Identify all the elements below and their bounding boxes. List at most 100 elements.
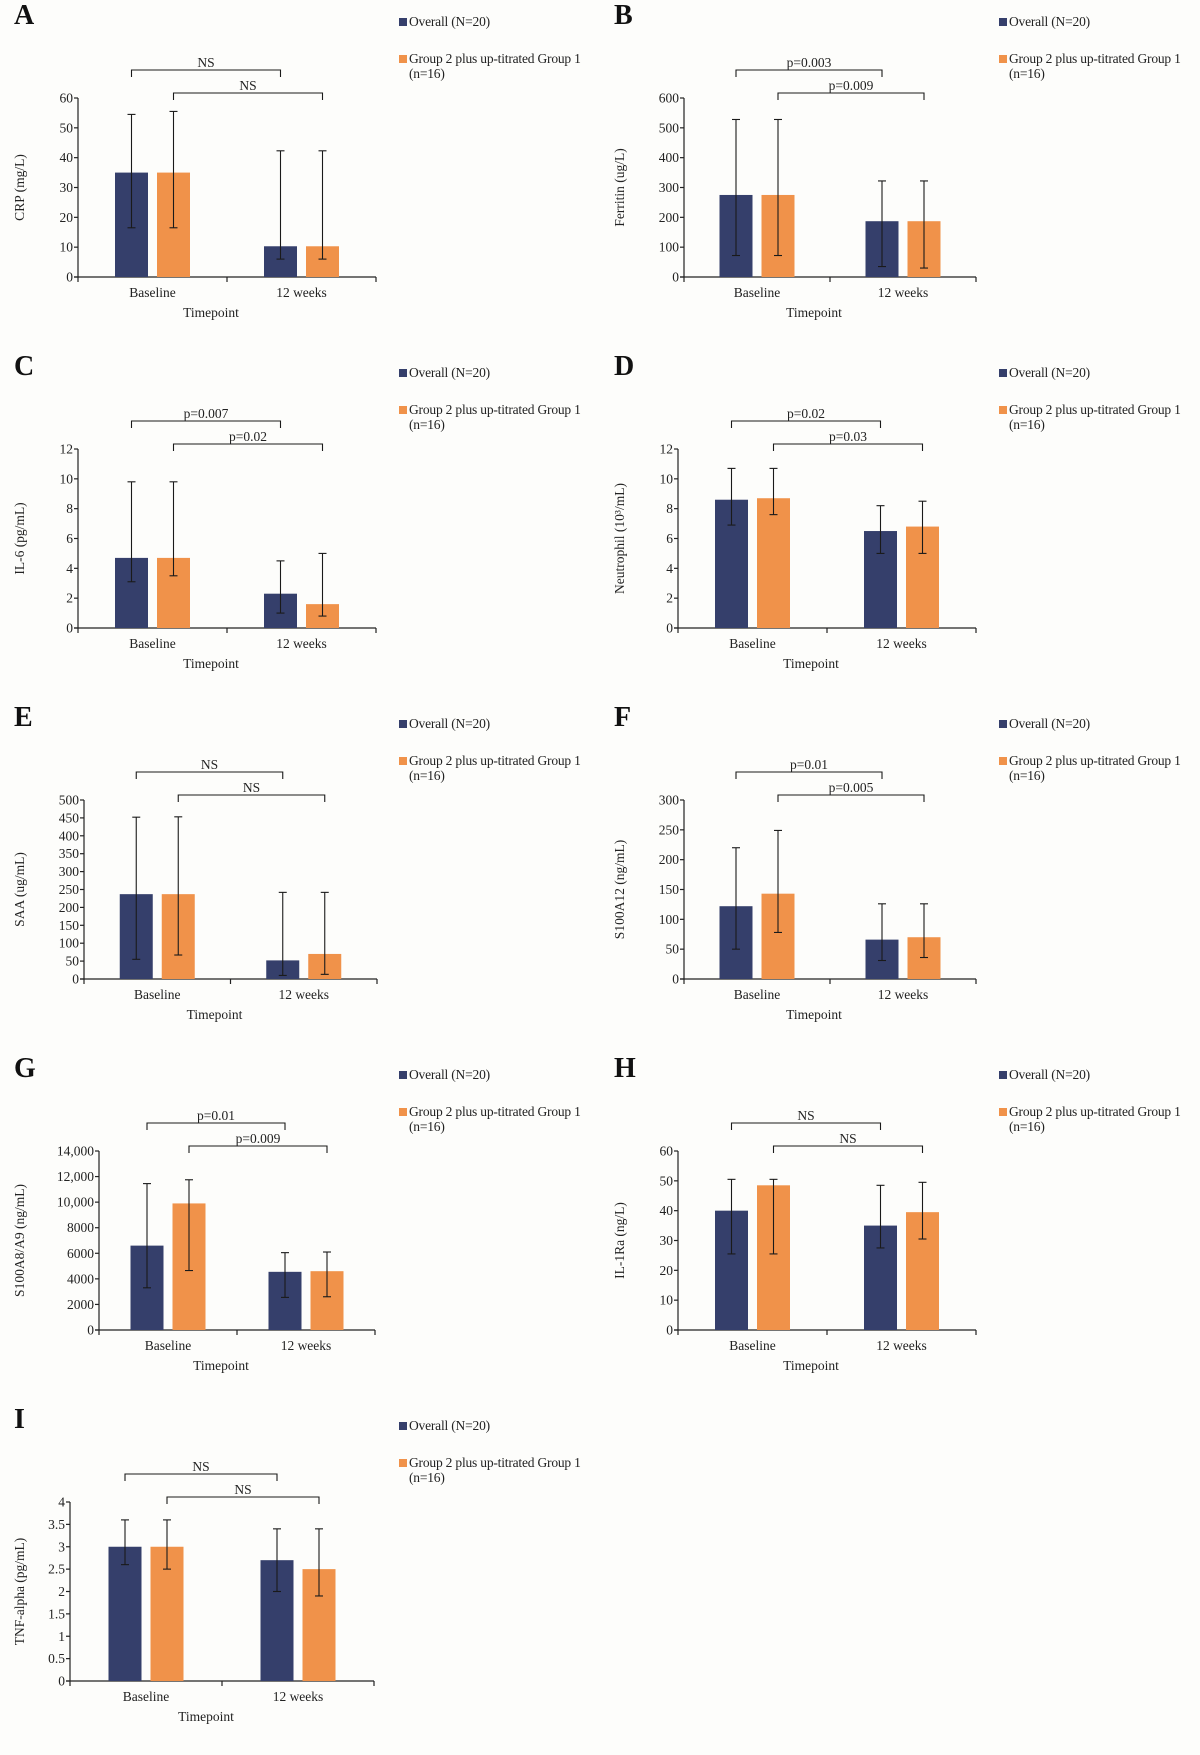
error-bar [918, 500, 927, 554]
significance-bracket: p=0.009 [777, 78, 925, 100]
y-tick-label: 50 [66, 954, 80, 969]
significance-label: p=0.009 [829, 78, 874, 93]
bar-chart-e: 0 50 100 150 200 250 300 350 400 450 500 SAA (ug/mL… [12, 757, 378, 1022]
x-tick-label: Baseline [734, 285, 781, 300]
error-bar [920, 903, 928, 959]
y-tick-label: 8 [666, 501, 673, 516]
y-tick-label: 0 [87, 1323, 94, 1338]
error-bar [878, 180, 886, 268]
panel-letter: C [14, 351, 35, 382]
legend-swatch [999, 1108, 1007, 1116]
error-bar [174, 816, 183, 956]
error-bar [318, 552, 327, 617]
significance-bracket: p=0.005 [777, 780, 925, 802]
bar-chart-i: 0 0.5 1 1.5 2 2.5 3 3.5 4 TNF-alpha (pg/mL) Baseli… [12, 1459, 375, 1724]
significance-bracket: p=0.01 [735, 757, 883, 779]
significance-label: NS [234, 1482, 251, 1497]
x-tick-label: 12 weeks [278, 987, 329, 1002]
y-tick-label: 1 [58, 1629, 65, 1644]
significance-bracket: NS [135, 757, 284, 779]
legend: Overall (N=20) Group 2 plus up-titrated G… [399, 365, 599, 432]
x-tick-label: Baseline [734, 987, 781, 1002]
legend-item-overall: Overall (N=20) [399, 716, 599, 731]
y-tick-label: 4000 [67, 1271, 94, 1286]
error-bar [169, 110, 178, 229]
panel-d: D Overall (N=20) Group 2 plus up-titrated … [600, 351, 1200, 702]
legend: Overall (N=20) Group 2 plus up-titrated G… [999, 716, 1199, 783]
bar-overall-baseline [108, 1546, 142, 1681]
y-axis-title: Neutrophil (10³/mL) [612, 483, 627, 594]
legend-swatch [999, 55, 1007, 63]
y-tick-label: 2.5 [48, 1562, 65, 1577]
legend-label: Group 2 plus up-titrated Group 1 (n=16) [409, 402, 581, 432]
legend: Overall (N=20) Group 2 plus up-titrated G… [399, 14, 599, 81]
legend-item-overall: Overall (N=20) [399, 365, 599, 380]
legend-swatch [999, 18, 1007, 26]
x-axis-title: Timepoint [193, 1358, 249, 1373]
legend-item-group: Group 2 plus up-titrated Group 1 (n=16) [399, 51, 599, 81]
x-tick-label: 12 weeks [281, 1338, 332, 1353]
legend-item-group: Group 2 plus up-titrated Group 1 (n=16) [999, 51, 1199, 81]
y-tick-label: 0 [666, 621, 673, 636]
y-axis-title: IL-1Ra (ng/L) [612, 1202, 627, 1279]
significance-label: NS [797, 1108, 814, 1123]
significance-bracket: NS [166, 1482, 320, 1504]
y-axis-title: IL-6 (pg/mL) [12, 502, 27, 574]
y-tick-label: 2 [666, 591, 673, 606]
y-tick-label: 400 [659, 150, 680, 165]
panel-letter: I [14, 1404, 25, 1435]
y-tick-label: 200 [659, 210, 680, 225]
legend-swatch [399, 757, 407, 765]
x-tick-label: 12 weeks [878, 285, 929, 300]
y-tick-label: 3.5 [48, 1517, 65, 1532]
y-tick-label: 50 [666, 942, 680, 957]
legend-label: Overall (N=20) [1009, 716, 1090, 731]
legend-swatch [399, 55, 407, 63]
x-tick-label: 12 weeks [876, 1338, 927, 1353]
legend-swatch [999, 406, 1007, 414]
y-tick-label: 0 [66, 621, 73, 636]
panel-letter: D [614, 351, 635, 382]
significance-label: NS [243, 780, 260, 795]
y-tick-label: 60 [660, 1144, 674, 1159]
x-tick-label: Baseline [134, 987, 181, 1002]
error-bar [732, 118, 740, 257]
y-tick-label: 10 [660, 471, 674, 486]
panel-letter: H [614, 1053, 636, 1084]
legend-swatch [999, 720, 1007, 728]
significance-bracket: NS [177, 780, 326, 802]
x-tick-label: 12 weeks [878, 987, 929, 1002]
panel-h: H Overall (N=20) Group 2 plus up-titrated … [600, 1053, 1200, 1404]
y-tick-label: 6000 [67, 1246, 94, 1261]
y-tick-label: 20 [60, 210, 74, 225]
significance-label: p=0.01 [197, 1108, 235, 1123]
legend-label: Overall (N=20) [1009, 14, 1090, 29]
error-bar [276, 560, 285, 614]
significance-label: NS [201, 757, 218, 772]
legend: Overall (N=20) Group 2 plus up-titrated G… [399, 1067, 599, 1134]
error-bar [727, 467, 736, 526]
y-tick-label: 500 [659, 120, 680, 135]
bar-chart-b: 0 100 200 300 400 500 600 Ferritin (ug/L) Baseli… [612, 55, 977, 320]
y-tick-label: 350 [59, 846, 80, 861]
legend-item-group: Group 2 plus up-titrated Group 1 (n=16) [999, 753, 1199, 783]
significance-bracket: p=0.01 [146, 1108, 286, 1130]
y-tick-label: 40 [60, 150, 74, 165]
x-axis-title: Timepoint [783, 656, 839, 671]
legend-swatch [399, 406, 407, 414]
legend-item-group: Group 2 plus up-titrated Group 1 (n=16) [399, 753, 599, 783]
panel-b: B Overall (N=20) Group 2 plus up-titrated … [600, 0, 1200, 351]
significance-bracket: NS [730, 1108, 882, 1130]
panel-g: G Overall (N=20) Group 2 plus up-titrated … [0, 1053, 600, 1404]
legend-label: Group 2 plus up-titrated Group 1 (n=16) [1009, 402, 1181, 432]
y-tick-label: 6 [666, 531, 673, 546]
y-tick-label: 600 [659, 91, 680, 106]
error-bar [876, 1184, 885, 1249]
legend-label: Overall (N=20) [409, 1418, 490, 1433]
error-bar [318, 150, 327, 260]
y-axis-title: S100A12 (ng/mL) [612, 840, 627, 939]
x-axis-title: Timepoint [786, 1007, 842, 1022]
significance-label: NS [239, 78, 256, 93]
x-tick-label: 12 weeks [276, 285, 327, 300]
y-tick-label: 30 [60, 180, 74, 195]
